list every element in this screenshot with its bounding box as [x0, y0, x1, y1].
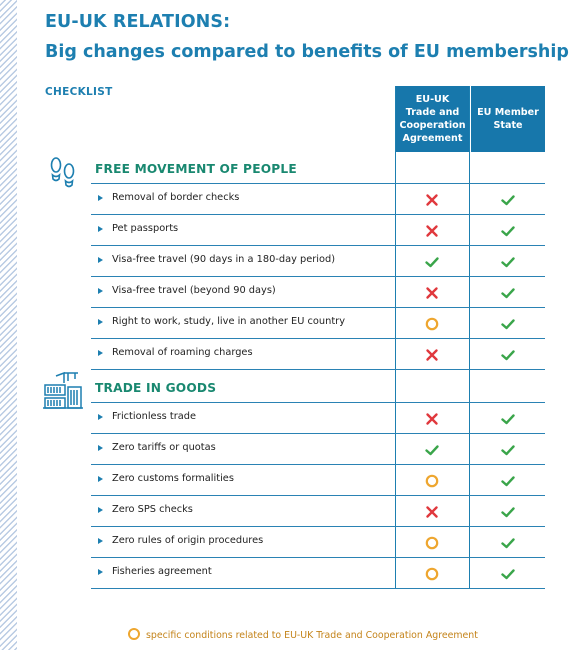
- section-title-free-movement: FREE MOVEMENT OF PEOPLE: [95, 162, 297, 176]
- check-icon: [423, 441, 441, 459]
- bullet-arrow-icon: [98, 350, 103, 356]
- bullet-arrow-icon: [98, 538, 103, 544]
- row-divider: [91, 557, 545, 558]
- row-label: Removal of border checks: [112, 192, 240, 203]
- circle-legend-icon: [128, 628, 140, 640]
- bullet-arrow-icon: [98, 319, 103, 325]
- checklist-row: Pet passports: [91, 215, 545, 246]
- row-label: Frictionless trade: [112, 411, 197, 422]
- column-header-line: EU-UK: [415, 94, 450, 105]
- footnote-text: specific conditions related to EU-UK Tra…: [146, 630, 478, 641]
- row-divider: [91, 307, 545, 308]
- hatched-margin: [0, 0, 17, 650]
- cross-icon: [423, 503, 441, 521]
- checklist-row: Removal of border checks: [91, 184, 545, 215]
- row-divider: [91, 214, 545, 215]
- column-header-tca: EU-UK Trade and Cooperation Agreement: [396, 86, 469, 152]
- row-divider: [91, 433, 545, 434]
- checklist-row: Zero SPS checks: [91, 496, 545, 527]
- bullet-arrow-icon: [98, 288, 103, 294]
- column-header-line: Cooperation: [399, 120, 466, 131]
- row-label: Fisheries agreement: [112, 566, 212, 577]
- page-subtitle: Big changes compared to benefits of EU m…: [45, 42, 569, 62]
- check-icon: [499, 441, 517, 459]
- check-icon: [499, 222, 517, 240]
- row-divider: [91, 402, 545, 403]
- cross-icon: [423, 191, 441, 209]
- footnote: specific conditions related to EU-UK Tra…: [128, 628, 478, 641]
- row-divider: [91, 526, 545, 527]
- row-label: Visa-free travel (beyond 90 days): [112, 285, 276, 296]
- cross-icon: [423, 284, 441, 302]
- check-icon: [499, 191, 517, 209]
- column-header-line: Trade and: [405, 107, 460, 118]
- footprints-icon: [49, 155, 77, 193]
- bullet-arrow-icon: [98, 476, 103, 482]
- column-header-line: State: [493, 120, 523, 131]
- checklist-row: Right to work, study, live in another EU…: [91, 308, 545, 339]
- row-divider: [91, 369, 545, 370]
- checklist-row: Zero customs formalities: [91, 465, 545, 496]
- row-label: Pet passports: [112, 223, 179, 234]
- checklist-row: Fisheries agreement: [91, 558, 545, 589]
- page-title: EU-UK RELATIONS:: [45, 12, 231, 32]
- row-divider: [91, 276, 545, 277]
- row-label: Zero customs formalities: [112, 473, 234, 484]
- cargo-crane-icon: [42, 371, 84, 415]
- checklist-row: Removal of roaming charges: [91, 339, 545, 370]
- bullet-arrow-icon: [98, 569, 103, 575]
- cross-icon: [423, 222, 441, 240]
- bullet-arrow-icon: [98, 257, 103, 263]
- bullet-arrow-icon: [98, 195, 103, 201]
- row-label: Removal of roaming charges: [112, 347, 253, 358]
- cross-icon: [423, 346, 441, 364]
- row-label: Right to work, study, live in another EU…: [112, 316, 345, 327]
- row-divider: [91, 495, 545, 496]
- checklist-row: Zero tariffs or quotas: [91, 434, 545, 465]
- check-icon: [499, 315, 517, 333]
- row-label: Zero tariffs or quotas: [112, 442, 216, 453]
- bullet-arrow-icon: [98, 507, 103, 513]
- check-icon: [499, 534, 517, 552]
- check-icon: [499, 410, 517, 428]
- circle-icon: [423, 472, 441, 490]
- row-label: Visa-free travel (90 days in a 180-day p…: [112, 254, 336, 265]
- row-divider: [91, 464, 545, 465]
- check-icon: [499, 284, 517, 302]
- check-icon: [499, 503, 517, 521]
- bullet-arrow-icon: [98, 226, 103, 232]
- column-divider: [469, 86, 470, 589]
- column-header-line: EU Member: [477, 107, 539, 118]
- check-icon: [499, 346, 517, 364]
- row-divider: [91, 245, 545, 246]
- check-icon: [423, 253, 441, 271]
- bullet-arrow-icon: [98, 445, 103, 451]
- row-label: Zero SPS checks: [112, 504, 193, 515]
- cross-icon: [423, 410, 441, 428]
- check-icon: [499, 253, 517, 271]
- check-icon: [499, 565, 517, 583]
- checklist-row: Zero rules of origin procedures: [91, 527, 545, 558]
- bullet-arrow-icon: [98, 414, 103, 420]
- row-label: Zero rules of origin procedures: [112, 535, 264, 546]
- row-divider: [91, 338, 545, 339]
- check-icon: [499, 472, 517, 490]
- column-divider: [395, 86, 396, 589]
- circle-icon: [423, 534, 441, 552]
- section-title-trade-in-goods: TRADE IN GOODS: [95, 381, 217, 395]
- checklist-label: CHECKLIST: [45, 86, 113, 98]
- row-divider: [91, 588, 545, 589]
- checklist-row: Frictionless trade: [91, 403, 545, 434]
- circle-icon: [423, 565, 441, 583]
- checklist-row: Visa-free travel (beyond 90 days): [91, 277, 545, 308]
- checklist-row: Visa-free travel (90 days in a 180-day p…: [91, 246, 545, 277]
- circle-icon: [423, 315, 441, 333]
- column-header-line: Agreement: [402, 133, 463, 144]
- column-header-eu-member: EU Member State: [471, 86, 545, 152]
- row-divider: [91, 183, 545, 184]
